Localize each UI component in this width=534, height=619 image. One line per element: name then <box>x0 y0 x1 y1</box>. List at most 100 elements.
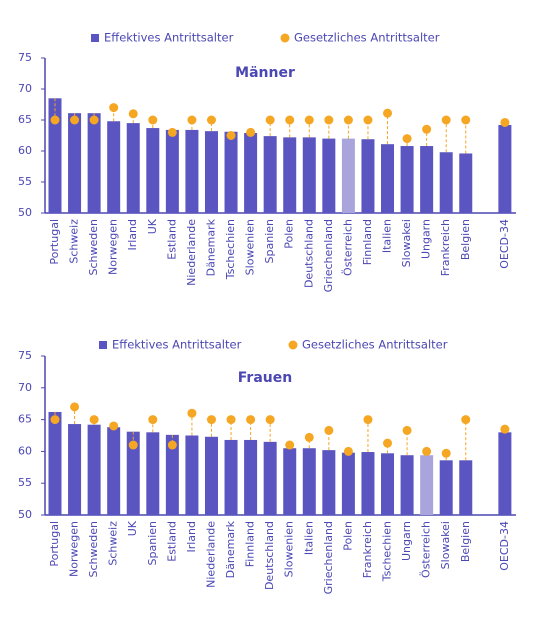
dot <box>363 415 373 425</box>
x-tick-label: Spanien <box>263 219 276 264</box>
bar <box>302 448 316 515</box>
bar <box>283 137 297 213</box>
dot <box>285 115 295 125</box>
y-tick-label: 75 <box>18 51 32 64</box>
dot <box>383 108 393 118</box>
y-tick-label: 70 <box>18 381 32 394</box>
y-tick-label: 60 <box>18 444 32 457</box>
bar <box>420 146 434 213</box>
bar <box>244 439 258 515</box>
dot <box>441 115 451 125</box>
dot <box>402 425 412 435</box>
bar <box>204 436 218 515</box>
x-tick-label: Frankreich <box>361 521 374 578</box>
dot <box>441 448 451 458</box>
legend-label: Gesetzliches Antrittsalter <box>294 31 440 45</box>
x-tick-label: Griechenland <box>322 521 335 594</box>
bar <box>165 129 179 213</box>
dot <box>422 446 432 456</box>
bar <box>244 133 258 213</box>
bar <box>165 434 179 515</box>
x-tick-label: Italien <box>302 521 315 555</box>
x-tick-label: OECD-34 <box>498 219 511 269</box>
dot <box>187 408 197 418</box>
x-tick-label: Polen <box>341 521 354 551</box>
bar <box>48 411 62 515</box>
legend-label: Effektives Antrittsalter <box>104 31 234 45</box>
dot <box>50 115 60 125</box>
chart-title: Männer <box>235 65 295 81</box>
x-tick-label: Frankreich <box>439 219 452 276</box>
x-tick-label: Slowenien <box>244 219 257 275</box>
dot <box>246 415 256 425</box>
dot <box>363 115 373 125</box>
bar <box>263 441 277 515</box>
bar <box>185 129 199 213</box>
x-tick-label: Irland <box>126 219 139 251</box>
x-tick-label: Estland <box>165 521 178 562</box>
bar <box>322 138 336 213</box>
x-tick-label: UK <box>126 520 139 536</box>
bar <box>361 139 375 213</box>
x-tick-label: Griechenland <box>322 219 335 292</box>
x-tick-label: Belgien <box>459 219 472 260</box>
bar <box>302 137 316 213</box>
dot <box>304 115 314 125</box>
legend-label: Effektives Antrittsalter <box>112 338 242 352</box>
x-tick-label: Spanien <box>146 521 159 566</box>
x-tick-label: Dänemark <box>204 218 217 276</box>
dot <box>206 415 216 425</box>
bar <box>146 432 160 515</box>
dot <box>402 134 412 144</box>
dot <box>187 115 197 125</box>
x-tick-label: Irland <box>185 521 198 553</box>
x-tick-label: Belgien <box>459 521 472 562</box>
bar <box>48 98 62 213</box>
dot <box>226 415 236 425</box>
legend-swatch <box>91 34 99 42</box>
dot <box>148 115 158 125</box>
bar <box>68 113 82 213</box>
y-tick-label: 65 <box>18 113 32 126</box>
y-tick-label: 75 <box>18 349 32 362</box>
bar <box>400 146 414 213</box>
y-tick-label: 55 <box>18 175 32 188</box>
x-tick-label: Niederlande <box>204 521 217 588</box>
x-tick-label: Slowakei <box>400 219 413 267</box>
bar <box>341 138 355 213</box>
bar <box>107 121 121 213</box>
bar <box>107 427 121 515</box>
bar <box>381 144 395 213</box>
x-tick-label: Niederlande <box>185 219 198 286</box>
bar <box>498 432 512 515</box>
dot <box>89 115 99 125</box>
dot <box>167 127 177 137</box>
x-tick-label: Deutschland <box>263 521 276 590</box>
bar <box>87 113 101 213</box>
y-tick-label: 65 <box>18 413 32 426</box>
x-tick-label: OECD-34 <box>498 521 511 571</box>
legend-swatch <box>99 341 107 349</box>
dot <box>70 115 80 125</box>
bar <box>498 124 512 213</box>
bar <box>185 435 199 515</box>
bar <box>361 452 375 515</box>
dot <box>500 117 510 127</box>
x-tick-label: Italien <box>381 219 394 253</box>
dot <box>343 446 353 456</box>
x-tick-label: Portugal <box>48 521 61 567</box>
dot <box>343 115 353 125</box>
dot <box>89 415 99 425</box>
x-tick-label: Portugal <box>48 219 61 265</box>
y-tick-label: 50 <box>18 508 32 521</box>
bar <box>87 424 101 515</box>
x-tick-label: Tschechien <box>224 219 237 280</box>
x-tick-label: Schweden <box>87 521 100 578</box>
legend-swatch <box>288 340 298 350</box>
bar <box>126 431 140 515</box>
bar <box>68 424 82 515</box>
chart-title: Frauen <box>238 370 292 386</box>
x-tick-label: Polen <box>283 219 296 249</box>
x-tick-label: Ungarn <box>420 219 433 259</box>
dot <box>128 440 138 450</box>
